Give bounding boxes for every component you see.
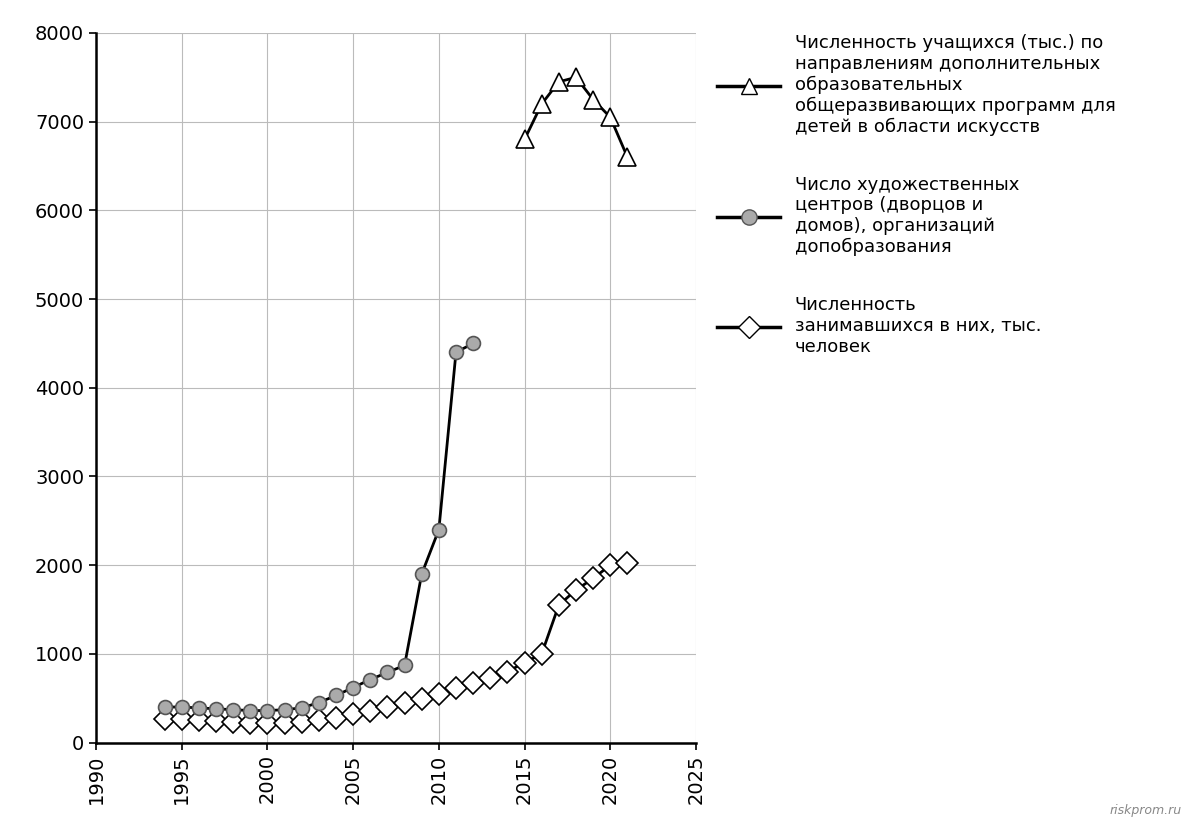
Legend: Численность учащихся (тыс.) по
направлениям дополнительных
образовательных
общер: Численность учащихся (тыс.) по направлен… [718, 34, 1116, 356]
Text: riskprom.ru: riskprom.ru [1110, 804, 1182, 817]
